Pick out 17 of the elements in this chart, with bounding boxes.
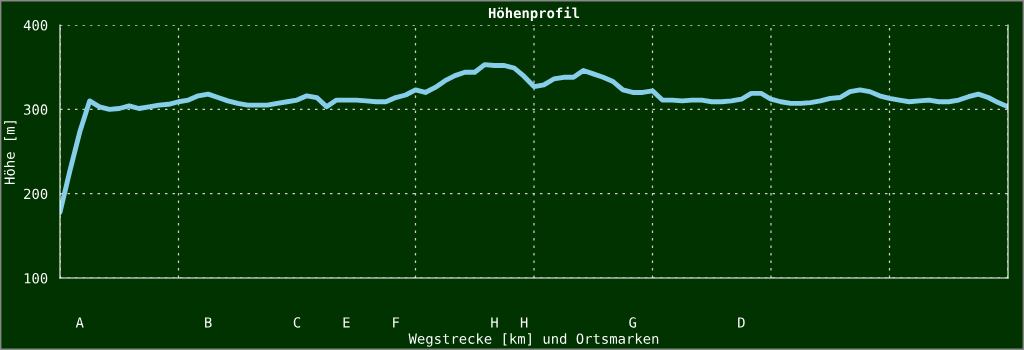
y-tick-label: 300 [24, 104, 48, 115]
x-axis-title: Wegstrecke [km] und Ortsmarken [408, 333, 659, 347]
x-tick-label: E [343, 317, 350, 328]
x-tick-label: H [491, 317, 498, 328]
x-tick-label: B [205, 317, 212, 328]
x-tick-label: H [520, 317, 528, 328]
x-tick-label: A [75, 317, 84, 328]
y-tick-label: 100 [24, 273, 48, 284]
line-series [60, 62, 1008, 215]
y-axis-title: Höhe [m] [4, 121, 17, 185]
x-tick-label: F [393, 317, 400, 328]
y-tick-label: 200 [24, 188, 48, 200]
y-tick-label: 400 [23, 20, 48, 31]
x-tick-label: D [738, 317, 745, 328]
x-tick-label: G [629, 317, 637, 328]
chart-title: Höhenprofil [488, 6, 580, 21]
x-tick-label: C [293, 317, 301, 328]
